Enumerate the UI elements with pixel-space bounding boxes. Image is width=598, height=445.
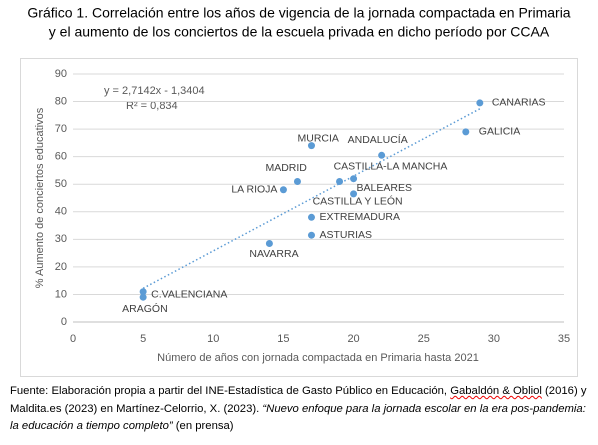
point	[350, 190, 358, 198]
footer: Fuente: Elaboración propia a partir del …	[10, 383, 592, 436]
point-label: MADRID	[265, 162, 307, 174]
point	[265, 239, 273, 247]
point-label: CANARIAS	[492, 97, 546, 109]
y-tick-label: 90	[55, 68, 67, 80]
x-tick-label: 5	[140, 333, 146, 345]
point	[279, 186, 287, 194]
trend-equation: y = 2,7142x - 1,3404	[104, 85, 205, 97]
point-label: ANDALUCÍA	[348, 133, 408, 146]
footer-text: Gabaldón & Obliol	[450, 385, 542, 397]
footer-text: “Nuevo enfoque para la jornada escolar e…	[10, 402, 586, 433]
footer-text: (2016) y Maldita.es (2023) en Martínez-C…	[10, 385, 587, 415]
x-tick-label: 30	[488, 333, 500, 345]
chart-title: y el aumento de los conciertos de la esc…	[49, 24, 550, 40]
y-tick-label: 80	[55, 95, 67, 107]
point-label: CASTILLA Y LEÓN	[313, 195, 403, 208]
point	[307, 142, 315, 150]
y-tick-label: 20	[55, 261, 67, 273]
point	[307, 231, 315, 239]
trend-r2: R² = 0,834	[126, 100, 178, 112]
point-label: ARAGÓN	[122, 302, 168, 315]
x-tick-label: 25	[418, 333, 430, 345]
footer-text: Fuente: Elaboración propia a partir del …	[10, 385, 451, 397]
y-tick-label: 50	[55, 178, 67, 190]
point	[378, 151, 386, 159]
point-label: CASTILLA-LA MANCHA	[334, 160, 448, 172]
point-label: MURCIA	[297, 132, 338, 144]
x-tick-label: 0	[70, 333, 76, 345]
point	[307, 213, 315, 221]
point	[336, 177, 344, 185]
x-axis-title: Número de años con jornada compactada en…	[157, 352, 479, 364]
y-tick-label: 30	[55, 233, 67, 245]
point-label: C.VALENCIANA	[151, 288, 227, 300]
y-tick-label: 70	[55, 123, 67, 135]
point-label: EXTREMADURA	[319, 211, 400, 223]
x-tick-label: 15	[277, 333, 289, 345]
point-label: ASTURIAS	[319, 229, 372, 241]
point-label: GALICIA	[479, 126, 520, 138]
y-tick-label: 10	[55, 288, 67, 300]
point	[350, 175, 358, 183]
point	[293, 177, 301, 185]
x-tick-label: 10	[207, 333, 219, 345]
x-tick-label: 20	[347, 333, 359, 345]
y-tick-label: 60	[55, 151, 67, 163]
chart: Gráfico 1. Correlación entre los años de…	[20, 5, 578, 377]
y-tick-label: 40	[55, 206, 67, 218]
point-label: NAVARRA	[249, 248, 298, 260]
chart-border	[20, 58, 578, 377]
y-axis-title: % Aumento de conciertos educativos	[34, 107, 46, 288]
footer-text: (en prensa)	[172, 420, 234, 432]
y-tick-label: 0	[61, 316, 67, 328]
point	[462, 128, 470, 136]
point-label: BALEARES	[357, 182, 412, 194]
x-tick-label: 35	[558, 333, 570, 345]
chart-title: Gráfico 1. Correlación entre los años de…	[27, 5, 570, 21]
point	[139, 293, 147, 301]
point	[476, 99, 484, 107]
point	[139, 288, 147, 296]
point-label: LA RIOJA	[231, 184, 277, 196]
